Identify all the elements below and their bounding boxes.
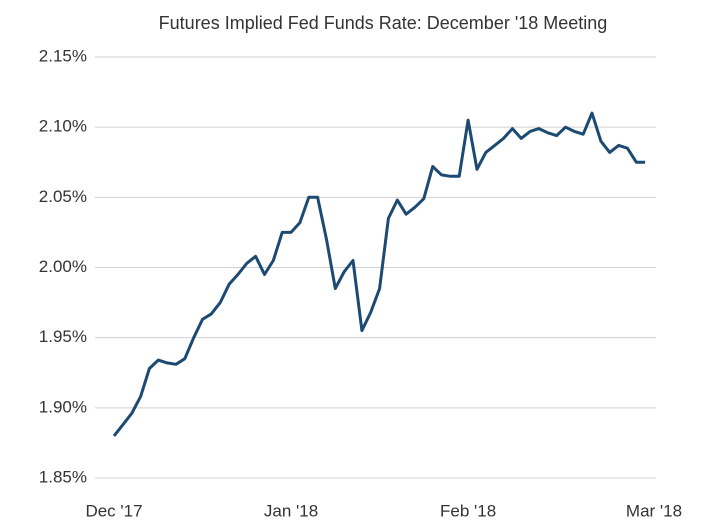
y-tick-label: 1.90% <box>39 397 87 416</box>
x-tick-label: Mar '18 <box>626 501 682 520</box>
y-tick-label: 2.10% <box>39 117 87 136</box>
x-tick-label: Feb '18 <box>440 501 496 520</box>
data-line <box>112 111 646 437</box>
y-tick-label: 1.95% <box>39 327 87 346</box>
y-tick-label: 2.00% <box>39 257 87 276</box>
y-tick-label: 2.15% <box>39 46 87 65</box>
chart-title: Futures Implied Fed Funds Rate: December… <box>159 13 608 33</box>
x-tick-label: Dec '17 <box>85 501 142 520</box>
x-tick-label: Jan '18 <box>264 501 318 520</box>
y-tick-label: 2.05% <box>39 187 87 206</box>
y-tick-label: 1.85% <box>39 467 87 486</box>
